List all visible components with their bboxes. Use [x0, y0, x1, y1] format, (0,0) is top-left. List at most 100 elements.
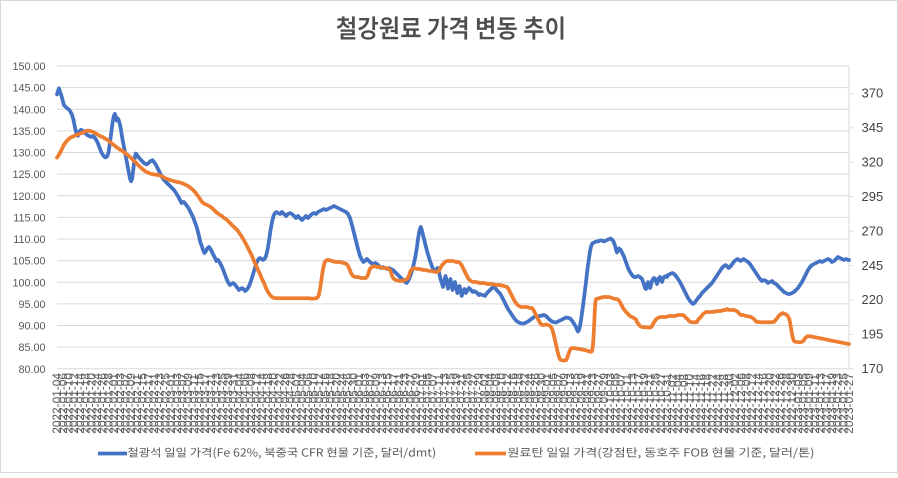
svg-text:2022-02-01: 2022-02-01: [107, 373, 121, 434]
svg-text:95.00: 95.00: [18, 299, 45, 311]
svg-text:135.00: 135.00: [12, 126, 45, 138]
svg-text:2022-06-29: 2022-06-29: [409, 373, 423, 434]
svg-text:2022-07-25: 2022-07-25: [460, 373, 474, 434]
svg-text:270: 270: [862, 223, 884, 238]
svg-text:2022-04-26: 2022-04-26: [278, 373, 292, 434]
svg-text:2022-09-01: 2022-09-01: [540, 373, 554, 434]
svg-text:345: 345: [862, 120, 884, 135]
svg-text:2022-10-25: 2022-10-25: [648, 373, 662, 434]
svg-text:2022-03-23: 2022-03-23: [210, 373, 224, 434]
svg-text:2022-10-31: 2022-10-31: [660, 373, 674, 434]
svg-text:2022-09-27: 2022-09-27: [591, 373, 605, 434]
svg-text:2022-08-16: 2022-08-16: [506, 373, 520, 434]
svg-text:2022-03-09: 2022-03-09: [181, 373, 195, 434]
svg-text:2022-01-10: 2022-01-10: [62, 373, 76, 434]
svg-text:2022-03-25: 2022-03-25: [215, 373, 229, 434]
svg-text:2022-05-24: 2022-05-24: [335, 373, 349, 434]
svg-text:2023-01-19: 2023-01-19: [825, 373, 839, 434]
svg-text:2022-07-29: 2022-07-29: [472, 373, 486, 434]
svg-text:2022-01-04: 2022-01-04: [50, 373, 64, 434]
svg-text:2022-10-03: 2022-10-03: [603, 373, 617, 434]
svg-text:2022-06-27: 2022-06-27: [403, 373, 417, 434]
svg-text:2022-08-12: 2022-08-12: [500, 373, 514, 434]
svg-text:2022-03-29: 2022-03-29: [221, 373, 235, 434]
svg-text:2022-03-01: 2022-03-01: [164, 373, 178, 434]
svg-text:2022-05-26: 2022-05-26: [341, 373, 355, 434]
svg-text:2022-08-18: 2022-08-18: [512, 373, 526, 434]
svg-text:2022-02-09: 2022-02-09: [124, 373, 138, 434]
svg-text:2022-04-28: 2022-04-28: [284, 373, 298, 434]
svg-text:2022-11-14: 2022-11-14: [688, 373, 702, 433]
svg-text:130.00: 130.00: [12, 148, 45, 160]
svg-text:2022-12-06: 2022-12-06: [734, 373, 748, 434]
svg-text:2022-10-21: 2022-10-21: [643, 373, 657, 434]
svg-text:2022-12-16: 2022-12-16: [757, 373, 771, 434]
svg-text:2022-03-03: 2022-03-03: [170, 373, 184, 434]
svg-text:2022-09-23: 2022-09-23: [586, 373, 600, 434]
svg-text:2022-02-17: 2022-02-17: [141, 373, 155, 434]
svg-text:170: 170: [862, 361, 884, 376]
svg-text:2022-05-10: 2022-05-10: [307, 373, 321, 434]
svg-text:2022-09-29: 2022-09-29: [597, 373, 611, 434]
svg-text:2022-07-19: 2022-07-19: [449, 373, 463, 434]
svg-text:2022-07-01: 2022-07-01: [415, 373, 429, 434]
svg-text:2023-01-03: 2023-01-03: [791, 373, 805, 434]
svg-text:115.00: 115.00: [13, 212, 45, 224]
svg-text:2022-07-15: 2022-07-15: [443, 373, 457, 434]
svg-text:2022-10-11: 2022-10-11: [620, 373, 634, 433]
svg-text:145.00: 145.00: [12, 83, 45, 95]
svg-text:2022-04-14: 2022-04-14: [255, 373, 269, 434]
svg-text:85.00: 85.00: [18, 342, 45, 354]
svg-text:2022-04-12: 2022-04-12: [250, 373, 264, 434]
svg-text:2022-09-13: 2022-09-13: [563, 373, 577, 434]
svg-text:2022-11-24: 2022-11-24: [711, 373, 725, 433]
svg-text:2022-12-26: 2022-12-26: [774, 373, 788, 434]
svg-text:2023-01-25: 2023-01-25: [836, 373, 850, 434]
svg-text:2022-02-07: 2022-02-07: [118, 373, 132, 434]
svg-text:220: 220: [862, 292, 884, 307]
svg-text:2022-04-20: 2022-04-20: [267, 373, 281, 434]
svg-text:140.00: 140.00: [12, 104, 45, 116]
svg-text:2022-04-08: 2022-04-08: [244, 373, 258, 434]
svg-text:120.00: 120.00: [12, 191, 45, 203]
svg-text:2022-03-17: 2022-03-17: [198, 373, 212, 434]
svg-text:2022-01-24: 2022-01-24: [90, 373, 104, 434]
svg-text:2023-01-09: 2023-01-09: [802, 373, 816, 434]
svg-text:245: 245: [862, 258, 884, 273]
svg-text:2022-06-03: 2022-06-03: [358, 373, 372, 434]
svg-text:2022-06-07: 2022-06-07: [363, 373, 377, 434]
svg-text:2022-09-21: 2022-09-21: [580, 373, 594, 434]
svg-text:2022-05-06: 2022-05-06: [301, 373, 315, 434]
svg-text:2022-06-13: 2022-06-13: [375, 373, 389, 434]
svg-text:2022-06-21: 2022-06-21: [392, 373, 406, 434]
svg-text:2022-05-20: 2022-05-20: [329, 373, 343, 434]
svg-text:2022-02-11: 2022-02-11: [130, 373, 144, 433]
svg-text:2022-07-05: 2022-07-05: [420, 373, 434, 434]
svg-text:2022-06-23: 2022-06-23: [398, 373, 412, 434]
svg-text:2022-10-07: 2022-10-07: [614, 373, 628, 434]
svg-text:2022-03-21: 2022-03-21: [204, 373, 218, 434]
svg-text:2022-10-05: 2022-10-05: [608, 373, 622, 434]
svg-text:2022-03-31: 2022-03-31: [227, 373, 241, 434]
svg-text:2022-09-07: 2022-09-07: [552, 373, 566, 434]
svg-text:105.00: 105.00: [12, 256, 45, 268]
svg-text:2022-02-25: 2022-02-25: [158, 373, 172, 434]
svg-text:320: 320: [862, 155, 884, 170]
svg-text:2022-07-11: 2022-07-11: [432, 373, 446, 433]
svg-text:2023-01-17: 2023-01-17: [819, 373, 833, 434]
svg-text:2022-06-09: 2022-06-09: [369, 373, 383, 434]
svg-text:195: 195: [862, 327, 884, 342]
svg-text:100.00: 100.00: [12, 277, 45, 289]
svg-text:2022-03-07: 2022-03-07: [175, 373, 189, 434]
svg-text:2022-10-17: 2022-10-17: [631, 373, 645, 434]
svg-text:2022-11-04: 2022-11-04: [671, 373, 685, 433]
svg-text:2022-09-19: 2022-09-19: [574, 373, 588, 434]
svg-text:2022-08-10: 2022-08-10: [495, 373, 509, 434]
svg-text:2023-01-13: 2023-01-13: [814, 373, 828, 434]
svg-text:2022-07-13: 2022-07-13: [438, 373, 452, 434]
svg-text:80.00: 80.00: [18, 364, 45, 376]
svg-text:2022-05-18: 2022-05-18: [324, 373, 338, 434]
svg-text:2022-01-28: 2022-01-28: [101, 373, 115, 434]
svg-text:2022-11-10: 2022-11-10: [683, 373, 697, 433]
svg-text:2022-12-08: 2022-12-08: [740, 373, 754, 434]
